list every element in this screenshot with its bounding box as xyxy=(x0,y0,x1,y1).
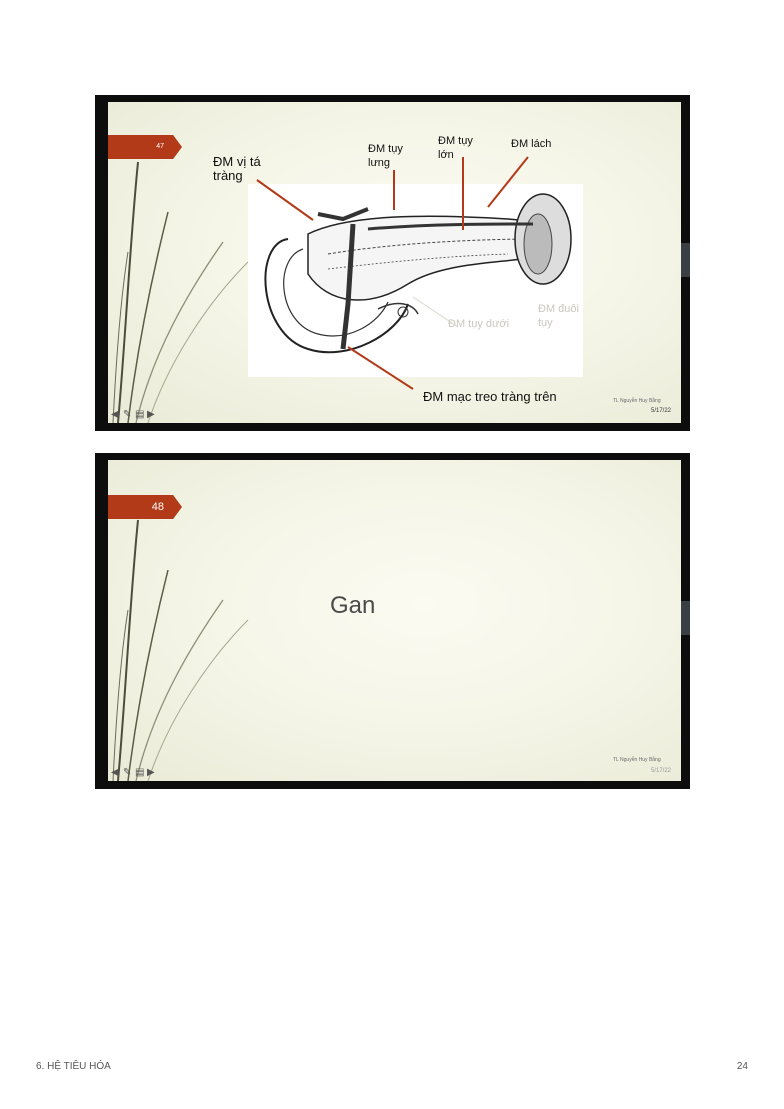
slide-credit: TL Nguyễn Huy Bằng xyxy=(613,757,661,763)
slide-number-tab: 48 xyxy=(108,495,182,519)
slide-canvas: 47 xyxy=(108,102,681,423)
slide-nav: ◀ ✎ ▤ ▶ xyxy=(111,768,157,778)
slide-number-tab: 47 xyxy=(108,135,182,159)
slide-canvas: 48 Gan TL Nguyễn Huy Bằng 5/17/22 ◀ ✎ ▤ … xyxy=(108,460,681,781)
menu-icon[interactable]: ▤ xyxy=(135,767,145,778)
label-tuy-lon: ĐM tụy lớn xyxy=(438,135,473,161)
label-lach: ĐM lách xyxy=(511,138,552,150)
back-arrow-icon[interactable]: ◀ xyxy=(111,409,119,420)
section-footer: 6. HỆ TIÊU HÓA xyxy=(36,1061,111,1072)
slide-title: Gan xyxy=(330,592,376,619)
back-arrow-icon[interactable]: ◀ xyxy=(111,767,119,778)
label-vi-ta-trang: ĐM vị tá tràng xyxy=(213,154,261,183)
pancreas-diagram xyxy=(248,184,583,377)
pen-icon[interactable]: ✎ xyxy=(123,767,132,778)
menu-icon[interactable]: ▤ xyxy=(135,409,145,420)
decorative-stems xyxy=(112,519,249,781)
pancreas-illustration xyxy=(264,193,572,354)
pen-icon[interactable]: ✎ xyxy=(123,409,132,420)
slide-credit: TL Nguyễn Huy Bằng xyxy=(613,398,661,404)
slide-nav: ◀ ✎ ▤ ▶ xyxy=(111,410,157,420)
label-tuy-lung: ĐM tụy lưng xyxy=(368,143,403,169)
side-strip xyxy=(681,601,690,635)
slide-48: 48 Gan TL Nguyễn Huy Bằng 5/17/22 ◀ ✎ ▤ … xyxy=(95,453,690,789)
forward-arrow-icon[interactable]: ▶ xyxy=(147,409,155,420)
slide-47: 47 xyxy=(95,95,690,431)
slide-date: 5/17/22 xyxy=(651,768,672,774)
forward-arrow-icon[interactable]: ▶ xyxy=(147,767,155,778)
decorative-stems xyxy=(112,161,249,423)
page-number: 24 xyxy=(736,1061,748,1072)
label-mac-treo: ĐM mạc treo tràng trên xyxy=(423,389,557,404)
annotation-arrows xyxy=(256,156,529,390)
side-strip xyxy=(681,243,690,277)
slide-date: 5/17/22 xyxy=(651,408,672,414)
label-tuy-duoi: ĐM tụy dưới xyxy=(448,318,510,330)
label-duoi-tuy: ĐM đuôi tụy xyxy=(538,303,579,329)
